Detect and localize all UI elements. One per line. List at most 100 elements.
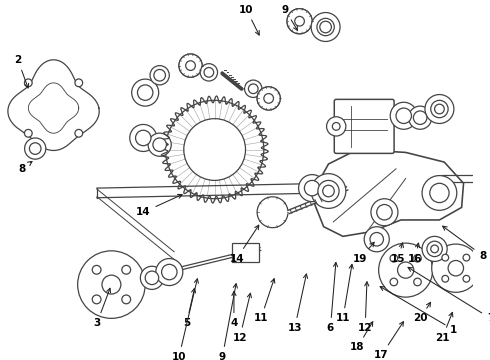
Circle shape: [186, 61, 196, 71]
Circle shape: [102, 275, 121, 294]
Circle shape: [414, 255, 421, 262]
Circle shape: [122, 265, 131, 274]
Text: 3: 3: [93, 288, 111, 328]
Circle shape: [430, 183, 449, 203]
Circle shape: [414, 111, 427, 125]
Circle shape: [323, 185, 334, 197]
Circle shape: [390, 255, 397, 262]
Circle shape: [442, 254, 449, 261]
Circle shape: [204, 68, 214, 77]
Circle shape: [140, 266, 164, 289]
Text: 9: 9: [282, 5, 297, 30]
Circle shape: [370, 233, 384, 246]
Circle shape: [154, 69, 166, 81]
Circle shape: [320, 21, 331, 33]
Circle shape: [24, 79, 32, 87]
Text: 19: 19: [353, 242, 374, 264]
Text: 11: 11: [254, 279, 275, 323]
Circle shape: [463, 254, 470, 261]
Circle shape: [145, 271, 159, 285]
Text: 5: 5: [183, 288, 196, 328]
Circle shape: [318, 180, 339, 202]
Circle shape: [427, 241, 442, 257]
FancyBboxPatch shape: [232, 243, 259, 262]
Circle shape: [364, 227, 389, 252]
Circle shape: [448, 261, 464, 276]
Circle shape: [77, 251, 145, 318]
Circle shape: [311, 13, 340, 41]
Circle shape: [24, 130, 32, 137]
Circle shape: [138, 85, 153, 100]
Text: 7: 7: [408, 267, 490, 323]
Circle shape: [130, 125, 157, 152]
Circle shape: [409, 106, 432, 129]
Circle shape: [150, 66, 170, 85]
Circle shape: [463, 275, 470, 282]
Text: 11: 11: [336, 264, 353, 323]
Circle shape: [390, 278, 397, 286]
Circle shape: [326, 117, 346, 136]
Text: 10: 10: [239, 5, 259, 35]
Text: 8: 8: [18, 162, 32, 174]
Circle shape: [287, 9, 312, 34]
Text: 14: 14: [136, 194, 182, 217]
Circle shape: [431, 245, 439, 253]
Circle shape: [257, 87, 280, 110]
Text: 6: 6: [327, 262, 338, 333]
Circle shape: [136, 130, 151, 146]
Circle shape: [179, 54, 202, 77]
Circle shape: [132, 79, 159, 106]
Circle shape: [264, 94, 273, 103]
Circle shape: [298, 175, 325, 202]
Circle shape: [92, 265, 101, 274]
Text: 20: 20: [413, 302, 431, 323]
Circle shape: [294, 17, 304, 26]
Text: 13: 13: [288, 274, 308, 333]
Text: 2: 2: [14, 55, 28, 88]
Polygon shape: [314, 149, 464, 237]
Circle shape: [184, 119, 245, 180]
Circle shape: [122, 295, 131, 304]
Text: 12: 12: [232, 293, 251, 343]
Circle shape: [425, 95, 454, 123]
Circle shape: [371, 199, 398, 226]
Circle shape: [432, 244, 480, 292]
Circle shape: [442, 275, 449, 282]
Circle shape: [379, 243, 433, 297]
Circle shape: [153, 138, 167, 152]
Circle shape: [75, 79, 83, 87]
Text: 16: 16: [408, 243, 422, 264]
Text: 1: 1: [380, 287, 458, 335]
Circle shape: [435, 104, 444, 114]
Circle shape: [311, 174, 346, 208]
Circle shape: [92, 295, 101, 304]
Circle shape: [162, 264, 177, 280]
Circle shape: [257, 197, 288, 228]
Circle shape: [332, 122, 340, 130]
Circle shape: [179, 54, 202, 77]
Circle shape: [29, 143, 41, 154]
Text: 4: 4: [230, 292, 238, 328]
Circle shape: [390, 102, 417, 129]
Text: 9: 9: [219, 284, 237, 360]
Text: 15: 15: [391, 243, 405, 264]
Circle shape: [248, 84, 258, 94]
Text: 18: 18: [350, 322, 373, 352]
Circle shape: [397, 262, 414, 278]
Circle shape: [148, 133, 171, 156]
Text: 14: 14: [229, 225, 259, 264]
Circle shape: [422, 176, 457, 210]
Circle shape: [75, 130, 83, 137]
Circle shape: [257, 87, 280, 110]
Circle shape: [245, 80, 262, 98]
Text: 8: 8: [442, 226, 487, 261]
Text: 10: 10: [172, 279, 198, 360]
Circle shape: [431, 100, 448, 118]
Circle shape: [422, 237, 447, 261]
Circle shape: [304, 180, 320, 196]
Circle shape: [287, 9, 312, 34]
Text: 12: 12: [358, 282, 372, 333]
Circle shape: [156, 258, 183, 285]
Circle shape: [200, 64, 218, 81]
FancyBboxPatch shape: [334, 99, 394, 153]
